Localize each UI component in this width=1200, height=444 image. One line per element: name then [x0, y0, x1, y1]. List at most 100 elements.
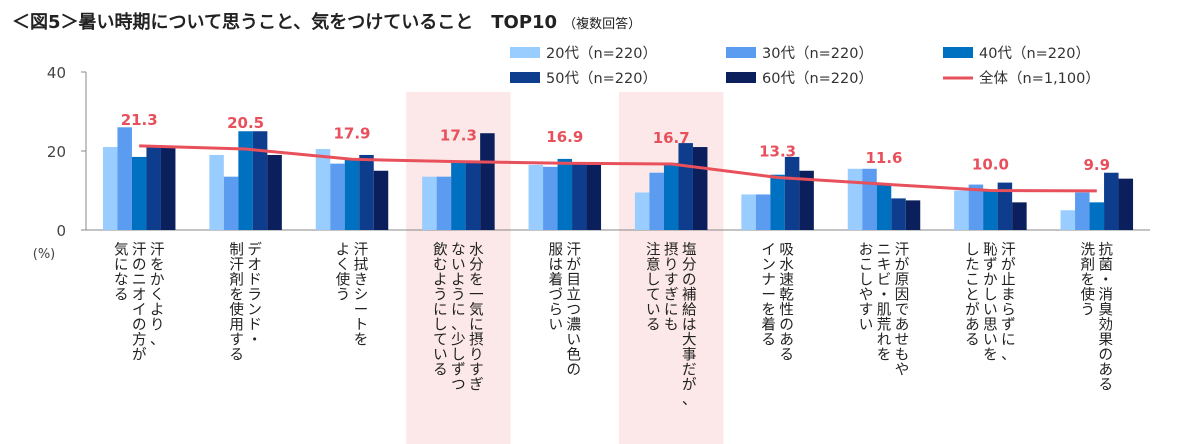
total-data-label: 16.9: [546, 128, 583, 146]
legend-label: 20代（n=220）: [546, 45, 657, 62]
bar: [692, 147, 708, 230]
category-label: 汗拭きシートを: [354, 242, 369, 349]
bar: [755, 194, 771, 230]
bar: [344, 158, 360, 230]
category-label: 汗をかくより、: [150, 242, 165, 349]
chart-title-text: ＜図5＞暑い時期について思うこと、気をつけていること TOP10: [12, 12, 558, 33]
category-label: よく使う: [336, 243, 351, 304]
total-data-label: 20.5: [227, 114, 264, 132]
legend-swatch: [510, 47, 540, 58]
category-label: 吸水速乾性のある: [779, 243, 794, 364]
category-label: デオドランド・: [247, 241, 262, 349]
y-tick-label: 40: [47, 64, 66, 82]
legend-label: 30代（n=220）: [762, 45, 873, 62]
legend-label: 50代（n=220）: [546, 70, 657, 87]
bar: [847, 168, 863, 230]
total-data-label: 21.3: [121, 111, 158, 129]
bar: [238, 131, 253, 230]
bar: [480, 133, 495, 230]
category-label: インナーを着る: [761, 243, 776, 349]
category-label: 汗が止まらずに、: [1001, 242, 1016, 364]
legend-swatch: [726, 47, 756, 58]
bar: [209, 154, 224, 230]
y-tick-label: 20: [47, 143, 66, 161]
bar: [634, 192, 650, 230]
bar: [983, 190, 998, 230]
bar: [954, 190, 969, 230]
category-label: 洗剤を使う: [1081, 242, 1096, 319]
bar: [557, 158, 573, 230]
bar: [1089, 202, 1105, 230]
total-data-label: 11.6: [865, 149, 902, 167]
category-label: 汗のニオイの方が: [132, 242, 147, 364]
total-data-label: 9.9: [1084, 156, 1111, 174]
bar: [741, 194, 756, 230]
category-label: おこしやすい: [859, 242, 874, 334]
bar: [876, 184, 892, 230]
legend-label: 全体（n=1,100）: [979, 69, 1100, 87]
category-label: 飲むようにしている: [433, 242, 448, 379]
total-data-label: 13.3: [759, 142, 796, 160]
category-label: 抗菌・消臭効果のある: [1099, 242, 1114, 394]
bar: [528, 164, 544, 230]
total-data-label: 16.7: [653, 129, 690, 147]
legend-label: 40代（n=220）: [979, 45, 1090, 62]
bar: [1060, 210, 1076, 230]
bar: [102, 147, 118, 230]
bar: [146, 147, 161, 230]
bar: [968, 184, 984, 230]
bar: [678, 143, 693, 230]
category-label: 水分を一気に摂りすぎ: [469, 242, 484, 394]
bar: [784, 156, 800, 230]
category-label: 注意している: [646, 242, 661, 334]
chart-title: ＜図5＞暑い時期について思うこと、気をつけていること TOP10 （複数回答）: [12, 8, 641, 34]
bar: [267, 154, 282, 230]
bar: [862, 168, 877, 230]
bar: [1075, 192, 1090, 230]
y-tick-label: 0: [56, 222, 66, 240]
bar: [1118, 178, 1134, 230]
bar: [359, 154, 374, 230]
bar: [663, 162, 679, 230]
total-line: [139, 144, 1097, 193]
legend-label: 60代（n=220）: [762, 70, 873, 87]
bar: [997, 182, 1013, 230]
category-label: 気になる: [114, 242, 129, 304]
bar: [223, 176, 239, 230]
legend-swatch: [510, 72, 540, 83]
category-label: 制汗剤を使用する: [229, 242, 244, 364]
bar: [465, 162, 481, 230]
bar: [330, 163, 345, 230]
bar: [117, 127, 132, 230]
bar: [436, 176, 452, 230]
bar: [422, 176, 437, 230]
category-label: 摂りすぎにも: [664, 242, 679, 334]
total-data-label: 17.9: [333, 124, 370, 142]
category-label: 恥ずかしい思いを: [983, 242, 998, 364]
y-axis-unit-label: (%): [33, 247, 56, 262]
bar: [543, 166, 558, 230]
category-label: ニキビ・肌荒れを: [877, 243, 892, 364]
bar: [451, 162, 466, 230]
bar: [1104, 172, 1119, 230]
category-label: 服は着づらい: [549, 243, 564, 334]
category-label: ないように、少しずつ: [451, 242, 466, 394]
legend-swatch: [943, 47, 973, 58]
bar: [649, 172, 664, 230]
bar: [891, 198, 906, 230]
category-label: 塩分の補給は大事だが、: [682, 242, 697, 409]
total-data-label: 10.0: [972, 156, 1009, 174]
legend-swatch: [726, 72, 756, 83]
bar: [160, 147, 176, 230]
bar: [131, 156, 147, 230]
bar: [252, 131, 268, 230]
category-label: 汗が原因であせもや: [895, 242, 910, 379]
bar: [586, 164, 602, 230]
bar: [799, 170, 814, 230]
bar: [1012, 202, 1027, 230]
bar: [572, 162, 587, 230]
bar: [315, 149, 331, 230]
bar: [770, 174, 785, 230]
category-label: 汗が目立つ濃い色の: [567, 242, 582, 379]
